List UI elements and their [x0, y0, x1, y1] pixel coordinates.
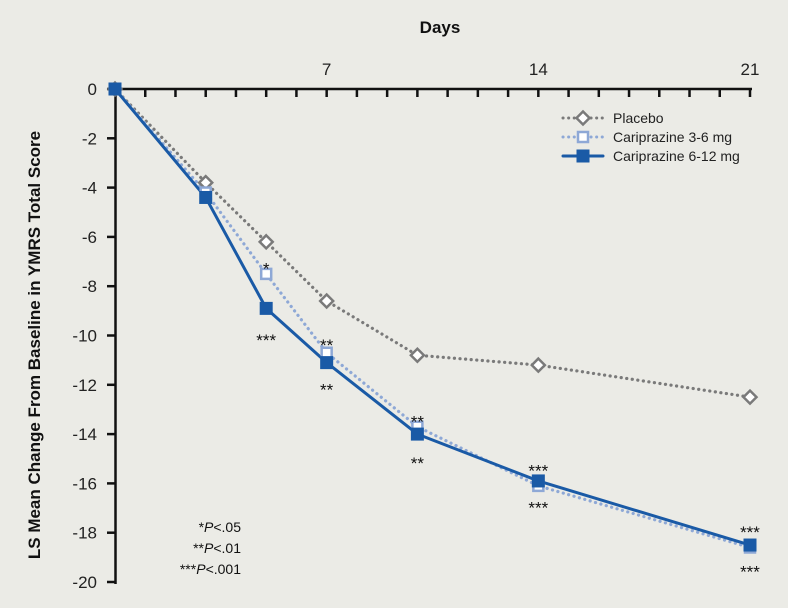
- significance-marker: ***: [740, 523, 760, 542]
- data-point-marker: [530, 356, 547, 374]
- y-tick-label: -16: [72, 474, 97, 493]
- data-point-marker: [259, 301, 273, 315]
- significance-annotations: **** ******** ************: [256, 259, 760, 581]
- legend-marker: [576, 130, 590, 144]
- significance-marker: ***: [528, 462, 548, 481]
- y-tick-label: -6: [82, 228, 97, 247]
- y-tick-label: -10: [72, 327, 97, 346]
- data-point-marker: [199, 190, 213, 204]
- data-point-marker: [741, 388, 759, 406]
- legend-label: Cariprazine 3-6 mg: [613, 129, 732, 145]
- y-tick-label: -14: [72, 425, 97, 444]
- series-group: [106, 80, 759, 554]
- significance-marker: **: [411, 454, 425, 473]
- x-tick-label: 14: [529, 60, 548, 79]
- significance-marker: ***: [528, 499, 548, 518]
- legend-marker: [574, 109, 592, 127]
- significance-notes: *P<.05 **P<.01 ***P<.001: [180, 519, 241, 577]
- y-tick-label: -18: [72, 524, 97, 543]
- significance-note: ***P<.001: [180, 561, 241, 577]
- significance-note: **P<.01: [193, 540, 241, 556]
- data-point-marker: [318, 292, 335, 310]
- significance-marker: *: [263, 259, 270, 278]
- y-tick-label: 0: [88, 80, 97, 99]
- y-tick-label: -2: [82, 129, 97, 148]
- y-tick-label: -4: [82, 179, 97, 198]
- x-axis-title: Days: [420, 18, 461, 37]
- y-tick-label: -20: [72, 573, 97, 592]
- data-point-marker: [410, 427, 424, 441]
- axes: 0 -2 -4 -6 -8 -10 -12 -14 -16 -18 -20 7 14 21: [72, 60, 759, 592]
- data-point-marker: [108, 82, 122, 96]
- data-point-marker: [531, 474, 545, 488]
- y-tick-label: -8: [82, 277, 97, 296]
- data-point-marker: [257, 233, 275, 251]
- significance-marker: **: [411, 412, 425, 431]
- data-point-marker: [743, 538, 757, 552]
- legend-marker: [576, 149, 590, 163]
- significance-marker: **: [320, 380, 334, 399]
- data-point-marker: [320, 356, 334, 370]
- legend: Placebo Cariprazine 3-6 mg Cariprazine 6-1…: [561, 109, 740, 164]
- x-tick-label: 7: [322, 60, 331, 79]
- significance-note: *P<.05: [199, 519, 242, 535]
- legend-label: Cariprazine 6-12 mg: [613, 148, 740, 164]
- significance-marker: ***: [256, 331, 276, 350]
- x-tick-label: 21: [741, 60, 760, 79]
- data-point-marker: [259, 267, 273, 281]
- y-tick-label: -12: [72, 376, 97, 395]
- legend-label: Placebo: [613, 110, 664, 126]
- significance-marker: **: [320, 336, 334, 355]
- y-axis-title: LS Mean Change From Baseline in YMRS Tot…: [25, 131, 44, 559]
- significance-marker: ***: [740, 563, 760, 582]
- data-point-marker: [409, 346, 426, 364]
